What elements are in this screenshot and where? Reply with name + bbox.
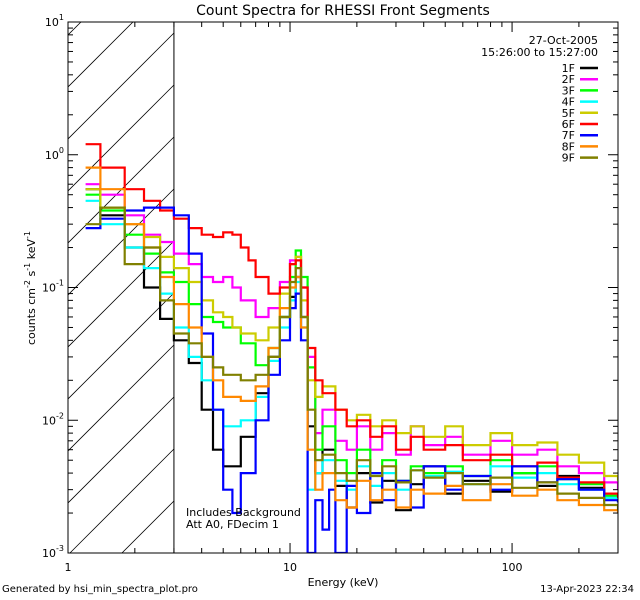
hatch-line bbox=[69, 448, 175, 554]
series-line-5F bbox=[85, 188, 618, 481]
hatch-line bbox=[67, 32, 175, 140]
series-line-7F bbox=[85, 206, 618, 553]
y-axis-label: counts cm-2 s-1 keV-1 bbox=[23, 231, 38, 345]
x-tick-label: 100 bbox=[502, 561, 523, 574]
y-label-exp1: -2 bbox=[23, 280, 32, 288]
y-tick-label: 101 bbox=[45, 13, 64, 29]
y-label-mid1: s bbox=[25, 270, 38, 279]
series-line-8F bbox=[85, 166, 618, 513]
series-line-9F bbox=[85, 206, 618, 511]
legend-label-2F: 2F bbox=[562, 73, 575, 86]
hatch-line bbox=[67, 344, 175, 452]
hatch-line bbox=[67, 292, 175, 400]
axis-ticks bbox=[67, 21, 619, 554]
legend-label-3F: 3F bbox=[562, 84, 575, 97]
series-group bbox=[85, 143, 618, 553]
x-tick-label: 10 bbox=[283, 561, 297, 574]
axis-labels: 1 10 100 10-3 10-2 10-1 100 101 bbox=[42, 13, 523, 574]
y-tick-label: 10-2 bbox=[42, 411, 64, 427]
hatch-line bbox=[67, 188, 175, 296]
time-range-label: 15:26:00 to 15:27:00 bbox=[481, 46, 598, 59]
y-label-mid2: keV bbox=[25, 239, 38, 263]
legend-label-1F: 1F bbox=[562, 62, 575, 75]
hatch-line bbox=[121, 500, 175, 554]
hatch-line bbox=[67, 21, 82, 36]
legend-label-6F: 6F bbox=[562, 118, 575, 131]
date-label: 27-Oct-2005 bbox=[529, 34, 598, 47]
chart-title: Count Spectra for RHESSI Front Segments bbox=[196, 3, 490, 19]
hatch-line bbox=[67, 21, 134, 88]
legend-label-7F: 7F bbox=[562, 129, 575, 142]
footer-generated-by: Generated by hsi_min_spectra_plot.pro bbox=[2, 584, 198, 595]
series-line-3F bbox=[85, 193, 618, 503]
legend-label-9F: 9F bbox=[562, 152, 575, 165]
y-tick-label: 10-1 bbox=[42, 279, 64, 295]
legend-label-4F: 4F bbox=[562, 96, 575, 109]
y-tick-label: 100 bbox=[45, 146, 64, 162]
legend-label-5F: 5F bbox=[562, 107, 575, 120]
annotation-attenuator: Att A0, FDecim 1 bbox=[186, 518, 279, 531]
footer-timestamp: 13-Apr-2023 22:34 bbox=[540, 584, 634, 595]
x-tick-label: 1 bbox=[65, 561, 72, 574]
y-label-base: counts cm bbox=[25, 288, 38, 345]
y-label-exp3: -1 bbox=[23, 231, 32, 239]
y-label-exp2: -1 bbox=[23, 263, 32, 271]
x-axis-label: Energy (keV) bbox=[308, 576, 379, 589]
hatch-line bbox=[67, 240, 175, 348]
annotation-background: Includes Background bbox=[186, 506, 301, 519]
hatch-line bbox=[67, 84, 175, 192]
hatch-line bbox=[67, 396, 175, 504]
legend-label-8F: 8F bbox=[562, 140, 575, 153]
y-tick-label: 10-3 bbox=[42, 544, 64, 560]
hatched-region bbox=[67, 21, 175, 554]
